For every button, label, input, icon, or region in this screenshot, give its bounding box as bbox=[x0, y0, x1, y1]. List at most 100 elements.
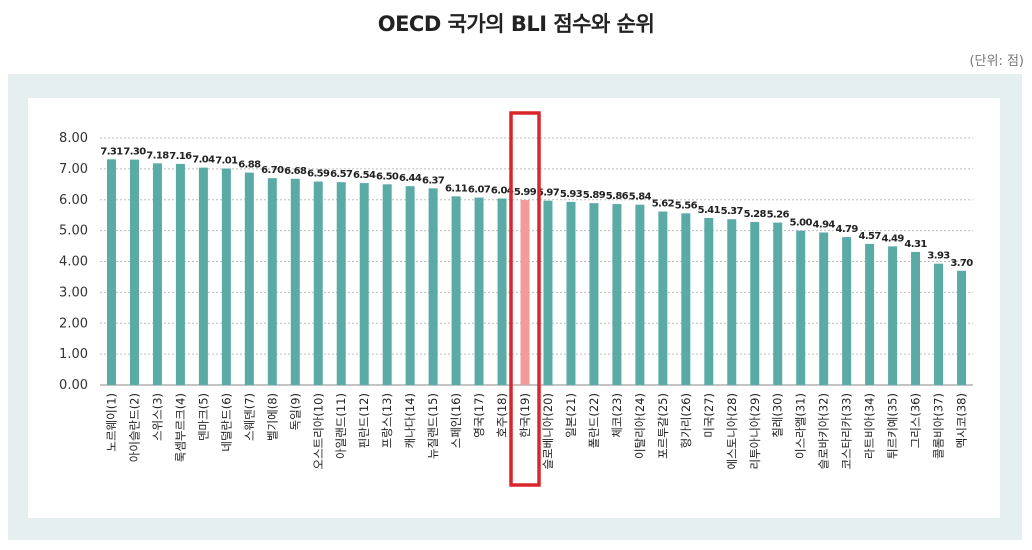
x-tick-label: 튀르키예(35) bbox=[886, 393, 900, 459]
x-tick-label: 이탈리아(24) bbox=[633, 393, 647, 459]
data-label: 7.31 bbox=[100, 146, 123, 157]
x-tick-label: 체코(23) bbox=[610, 393, 624, 438]
data-label: 6.70 bbox=[261, 165, 284, 176]
x-tick-label: 덴마크(5) bbox=[196, 393, 210, 441]
x-tick-label: 슬로바키아(32) bbox=[817, 393, 831, 470]
bar bbox=[911, 251, 921, 385]
data-label: 6.88 bbox=[238, 160, 261, 171]
data-label: 5.26 bbox=[767, 210, 790, 221]
data-label: 4.31 bbox=[904, 239, 927, 250]
bar bbox=[474, 197, 484, 385]
bar bbox=[267, 178, 277, 385]
data-label: 4.79 bbox=[836, 224, 859, 235]
bar bbox=[796, 230, 806, 385]
x-tick-label: 한국(19) bbox=[518, 393, 532, 438]
x-tick-label: 슬로베니아(20) bbox=[541, 393, 555, 470]
x-tick-label: 네덜란드(6) bbox=[219, 393, 233, 452]
data-label: 6.68 bbox=[284, 166, 307, 177]
data-label: 4.49 bbox=[881, 233, 904, 244]
data-label: 6.04 bbox=[491, 186, 514, 197]
bar bbox=[359, 183, 369, 385]
y-tick-label: 5.00 bbox=[59, 224, 88, 239]
bar bbox=[106, 159, 116, 385]
bar bbox=[336, 182, 346, 385]
x-tick-label: 스페인(16) bbox=[449, 393, 463, 448]
bar bbox=[497, 198, 507, 385]
x-tick-label: 프랑스(13) bbox=[380, 393, 394, 448]
y-tick-label: 1.00 bbox=[59, 347, 88, 362]
data-label: 5.86 bbox=[606, 191, 629, 202]
bar bbox=[405, 186, 415, 385]
data-label: 6.54 bbox=[353, 170, 376, 181]
x-tick-label: 일본(21) bbox=[564, 393, 578, 438]
bar bbox=[589, 203, 599, 385]
bar bbox=[819, 232, 829, 385]
data-label: 7.18 bbox=[146, 150, 169, 161]
x-tick-label: 스웨덴(7) bbox=[242, 393, 256, 441]
data-label: 7.04 bbox=[192, 155, 215, 166]
x-tick-label: 코스타리카(33) bbox=[840, 393, 854, 470]
x-tick-label: 미국(27) bbox=[702, 393, 716, 438]
y-tick-label: 3.00 bbox=[59, 285, 88, 300]
bar-chart: 0.00 1.00 2.00 3.00 4.00 5.00 6.00 7.00 8.00 7.31… bbox=[59, 111, 974, 487]
bar bbox=[198, 167, 208, 385]
data-label: 6.11 bbox=[445, 183, 468, 194]
data-label: 3.93 bbox=[927, 251, 950, 262]
bar bbox=[934, 263, 944, 385]
y-tick-label: 4.00 bbox=[59, 255, 88, 270]
x-tick-label: 폴란드(22) bbox=[587, 393, 601, 448]
x-tick-label: 포르투갈(25) bbox=[656, 393, 670, 459]
data-label: 4.94 bbox=[813, 219, 836, 230]
x-tick-label: 핀란드(12) bbox=[357, 393, 371, 448]
data-label: 7.01 bbox=[215, 156, 238, 167]
x-tick-label: 에스토니아(28) bbox=[725, 393, 739, 470]
x-tick-label: 벨기에(8) bbox=[265, 393, 279, 441]
data-label: 7.30 bbox=[123, 147, 146, 158]
x-tick-label: 영국(17) bbox=[472, 393, 486, 438]
data-label: 5.62 bbox=[652, 198, 675, 209]
data-label: 5.00 bbox=[790, 218, 813, 229]
bar bbox=[773, 222, 783, 385]
data-label: 5.28 bbox=[744, 209, 767, 220]
bar bbox=[221, 168, 231, 385]
data-label: 5.99 bbox=[514, 187, 537, 198]
bar bbox=[750, 221, 760, 385]
x-tick-label: 그리스(36) bbox=[909, 393, 923, 448]
x-tick-label: 독일(9) bbox=[288, 393, 302, 430]
bar bbox=[681, 213, 691, 385]
bar bbox=[842, 237, 852, 385]
x-tick-label: 스위스(3) bbox=[150, 393, 164, 441]
bar bbox=[244, 172, 254, 385]
y-tick-label: 2.00 bbox=[59, 316, 88, 331]
bar bbox=[290, 178, 300, 385]
chart-title: OECD 국가의 BLI 점수와 순위 bbox=[377, 12, 655, 36]
data-label: 6.50 bbox=[376, 171, 399, 182]
data-label: 5.37 bbox=[721, 206, 744, 217]
data-label: 6.59 bbox=[307, 169, 330, 180]
bar bbox=[382, 184, 392, 385]
x-tick-label: 노르웨이(1) bbox=[104, 393, 118, 452]
bar bbox=[635, 204, 645, 385]
highlight-box bbox=[509, 111, 541, 487]
y-tick-label: 0.00 bbox=[59, 378, 88, 393]
data-label: 6.57 bbox=[330, 169, 353, 180]
x-tick-label: 캐나다(14) bbox=[403, 393, 417, 448]
bar bbox=[865, 243, 875, 385]
x-tick-label: 리투아니아(29) bbox=[748, 393, 762, 470]
bar bbox=[543, 200, 553, 385]
data-label: 5.56 bbox=[675, 200, 698, 211]
x-tick-label: 멕시코(38) bbox=[955, 393, 969, 448]
x-tick-label: 아이슬란드(2) bbox=[127, 393, 141, 462]
data-label: 3.70 bbox=[950, 258, 973, 269]
x-tick-label: 헝가리(26) bbox=[679, 393, 693, 448]
bar-highlight bbox=[520, 200, 530, 385]
bar bbox=[313, 181, 323, 385]
x-tick-label: 칠레(30) bbox=[771, 393, 785, 438]
bar bbox=[566, 201, 576, 385]
data-label: 5.41 bbox=[698, 205, 721, 216]
y-tick-label: 6.00 bbox=[59, 193, 88, 208]
bar bbox=[451, 196, 461, 385]
bar bbox=[957, 270, 967, 385]
x-tick-label: 뉴질랜드(15) bbox=[426, 393, 440, 459]
data-label: 7.16 bbox=[169, 151, 192, 162]
